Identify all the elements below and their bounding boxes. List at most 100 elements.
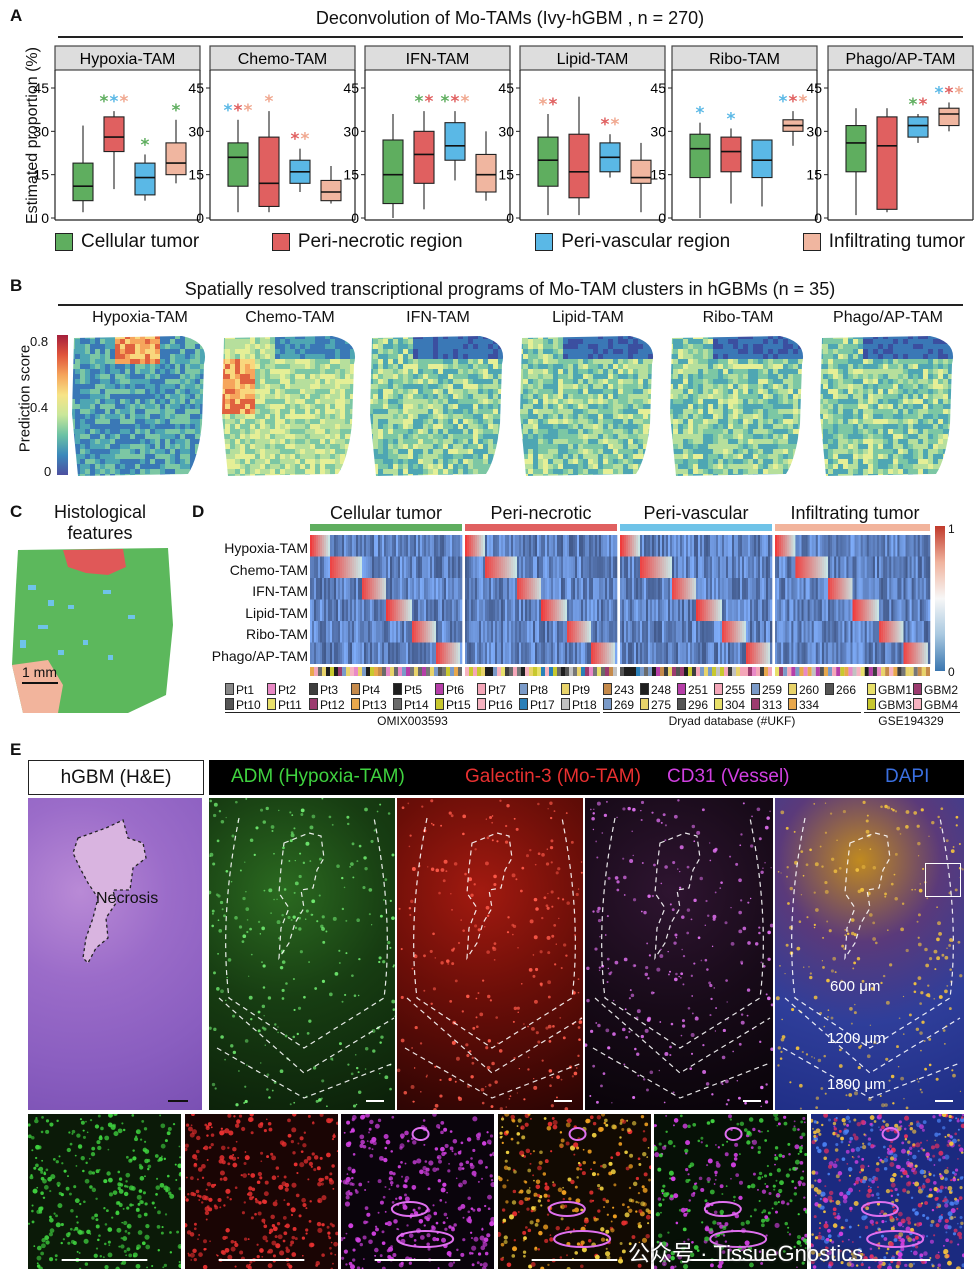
subplot-title: Ribo-TAM bbox=[709, 51, 780, 68]
channel-label-dapi: DAPI bbox=[885, 766, 930, 787]
sample-label: 243 bbox=[614, 683, 635, 697]
colorbar-tick: 0 bbox=[948, 665, 955, 679]
sample-label: Pt12 bbox=[320, 698, 345, 712]
zoom-merge bbox=[811, 1114, 964, 1269]
sample-swatch-icon bbox=[603, 698, 612, 710]
subplot-title: Lipid-TAM bbox=[557, 51, 629, 68]
necrosis-label: Necrosis bbox=[96, 890, 159, 907]
sample-swatch-icon bbox=[519, 683, 528, 695]
legend-item-perivascular: Peri-vascular region bbox=[535, 231, 730, 253]
omix-sample: Pt18 bbox=[561, 698, 597, 712]
dryad-sample: 334 bbox=[788, 698, 819, 712]
source-gse: GSE194329 bbox=[878, 714, 944, 728]
sample-swatch-icon bbox=[435, 683, 444, 695]
subplot-title: Hypoxia-TAM bbox=[80, 51, 176, 68]
sample-swatch-icon bbox=[309, 698, 318, 710]
y-tick-label: 30 bbox=[33, 123, 49, 139]
zoom-adm bbox=[28, 1114, 181, 1269]
omix-sample: Pt17 bbox=[519, 698, 555, 712]
heatmap-row-label: Lipid-TAM bbox=[245, 604, 308, 621]
legend-swatch-icon bbox=[535, 232, 554, 251]
sample-label: Pt13 bbox=[362, 698, 387, 712]
zoom-adm-cd31 bbox=[654, 1114, 808, 1269]
sample-label: 304 bbox=[725, 698, 746, 712]
heatmap-row-label: Ribo-TAM bbox=[246, 626, 308, 642]
sample-swatch-icon bbox=[393, 698, 402, 710]
significance-star: * bbox=[909, 95, 918, 115]
galectin-image bbox=[397, 798, 583, 1110]
subplot-header bbox=[519, 45, 666, 71]
sample-swatch-icon bbox=[267, 698, 276, 710]
sample-label: GBM1 bbox=[878, 683, 913, 697]
source-omix: OMIX003593 bbox=[377, 714, 448, 728]
heatmap-row-label: Chemo-TAM bbox=[229, 561, 308, 578]
sample-swatch-icon bbox=[561, 683, 570, 695]
panel-d-sample-legend: Pt1 Pt2 Pt3 Pt4 Pt5 Pt6 Pt7 Pt8 Pt9 Pt10 Pt11 Pt12 P… bbox=[225, 683, 965, 731]
sample-label: Pt18 bbox=[572, 698, 597, 712]
gse-sample: GBM2 bbox=[913, 683, 958, 697]
dryad-sample: 313 bbox=[751, 698, 782, 712]
sample-label: 269 bbox=[614, 698, 635, 712]
significance-star: * bbox=[234, 101, 243, 121]
significance-star: * bbox=[461, 92, 470, 112]
sample-swatch-icon bbox=[867, 683, 876, 695]
sample-label: Pt8 bbox=[530, 683, 549, 697]
sample-label: 251 bbox=[688, 683, 709, 697]
sample-swatch-icon bbox=[519, 698, 528, 710]
sample-label: 334 bbox=[799, 698, 820, 712]
sample-label: 296 bbox=[688, 698, 709, 712]
sample-swatch-icon bbox=[267, 683, 276, 695]
omix-sample: Pt14 bbox=[393, 698, 429, 712]
gse-sample: GBM4 bbox=[913, 698, 958, 712]
box bbox=[689, 133, 711, 179]
box bbox=[320, 179, 342, 202]
cd31-image bbox=[585, 798, 773, 1110]
box bbox=[475, 153, 497, 193]
omix-sample: Pt13 bbox=[351, 698, 387, 712]
legend-item-infiltrating: Infiltrating tumor bbox=[802, 231, 965, 253]
sample-swatch-icon bbox=[435, 698, 444, 710]
dryad-sample: 259 bbox=[751, 683, 782, 697]
omix-sample: Pt4 bbox=[351, 683, 380, 697]
omix-sample: Pt16 bbox=[477, 698, 513, 712]
sample-label: GBM2 bbox=[924, 683, 959, 697]
significance-star: * bbox=[539, 95, 548, 115]
spatial-map: Hypoxia-TAM bbox=[70, 306, 210, 478]
legend-label: Infiltrating tumor bbox=[828, 231, 965, 252]
distance-label: 1800 μm bbox=[827, 1076, 886, 1093]
box bbox=[938, 107, 960, 127]
panel-d-region: Infiltrating tumor bbox=[790, 503, 920, 523]
spatial-map-title: Lipid-TAM bbox=[552, 309, 624, 326]
heatmap-row-label: IFN-TAM bbox=[252, 583, 308, 599]
spatial-map-title: Ribo-TAM bbox=[702, 309, 774, 326]
panel-b-tick: 0.4 bbox=[30, 400, 49, 415]
sample-label: Pt6 bbox=[446, 683, 465, 697]
spatial-map: Chemo-TAM bbox=[220, 306, 360, 478]
y-tick-label: 45 bbox=[498, 80, 514, 96]
sample-swatch-icon bbox=[913, 698, 922, 710]
region-bar bbox=[620, 524, 772, 531]
sample-swatch-icon bbox=[714, 698, 723, 710]
panel-a-title-rule bbox=[58, 36, 963, 38]
panel-d-region: Peri-vascular bbox=[643, 503, 749, 523]
dryad-sample: 248 bbox=[640, 683, 671, 697]
significance-star: * bbox=[265, 92, 274, 112]
panel-b-maps: Hypoxia-TAM Chemo-TAM IFN-TAM Lipid-TAM Ribo… bbox=[0, 306, 980, 478]
distance-label: 600 μm bbox=[830, 978, 881, 995]
significance-star: * bbox=[120, 92, 129, 112]
sample-swatch-icon bbox=[751, 683, 760, 695]
zoom-cd31 bbox=[341, 1114, 495, 1269]
significance-star: * bbox=[110, 92, 119, 112]
sample-swatch-icon bbox=[225, 698, 234, 710]
y-tick-label: 45 bbox=[188, 80, 204, 96]
sample-label: Pt3 bbox=[320, 683, 339, 697]
significance-star: * bbox=[172, 101, 181, 121]
spatial-map: Ribo-TAM bbox=[668, 306, 808, 478]
sample-swatch-icon bbox=[225, 683, 234, 695]
spatial-map: Lipid-TAM bbox=[518, 306, 658, 478]
panel-d-colorbar bbox=[935, 526, 945, 671]
sample-label: Pt17 bbox=[530, 698, 555, 712]
panel-b-title: Spatially resolved transcriptional progr… bbox=[184, 279, 836, 299]
significance-star: * bbox=[100, 92, 109, 112]
omix-sample: Pt9 bbox=[561, 683, 590, 697]
